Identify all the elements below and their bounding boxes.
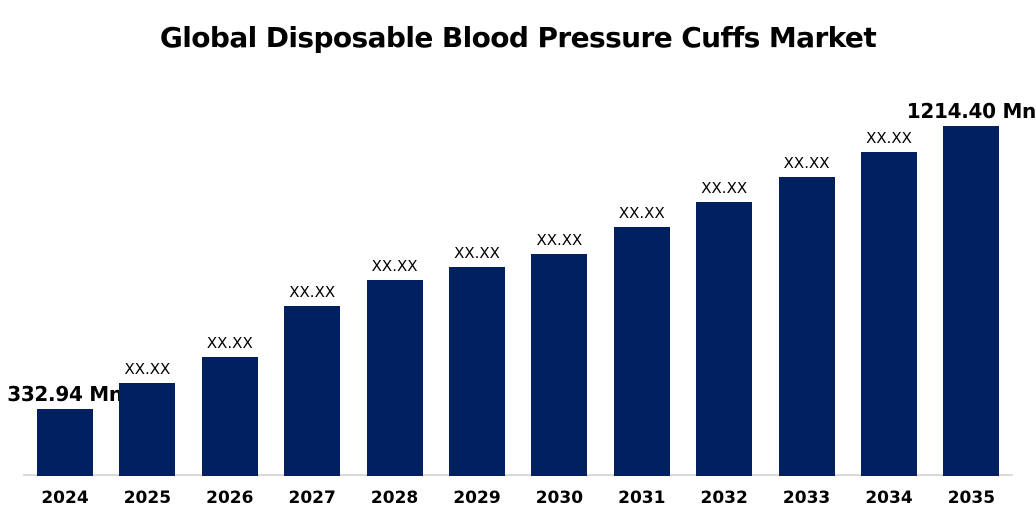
bar-2025 <box>119 383 176 476</box>
x-axis-tick-label-2027: 2027 <box>288 488 336 508</box>
x-axis-tick-label-2035: 2035 <box>947 488 996 508</box>
bar-value-label-2035: 1214.40 Mn <box>906 99 1036 123</box>
x-axis-tick-label-2034: 2034 <box>865 488 913 508</box>
bar-2027 <box>284 306 341 476</box>
x-axis-tick-label-2025: 2025 <box>123 488 172 508</box>
bar-value-label-2029: XX.XX <box>454 244 500 262</box>
bar-2030 <box>531 254 588 476</box>
bar-2029 <box>449 267 505 476</box>
bar-2034 <box>861 152 917 476</box>
x-axis-line <box>23 474 1013 476</box>
bar-value-label-2026: XX.XX <box>206 334 253 352</box>
bar-value-label-2025: XX.XX <box>124 360 171 378</box>
bar-2033 <box>778 177 835 476</box>
x-axis-tick-label-2031: 2031 <box>618 488 666 508</box>
x-axis-tick-label-2028: 2028 <box>370 488 419 508</box>
chart-title: Global Disposable Blood Pressure Cuffs M… <box>159 21 877 54</box>
x-axis-tick-label-2026: 2026 <box>206 488 254 508</box>
x-axis-tick-label-2033: 2033 <box>782 488 831 508</box>
bar-value-label-2031: XX.XX <box>618 204 665 222</box>
bar-2032 <box>696 202 753 476</box>
bar-value-label-2027: XX.XX <box>289 283 336 301</box>
x-axis-tick-label-2029: 2029 <box>453 488 501 508</box>
bar-2031 <box>613 227 670 476</box>
x-axis-tick-label-2030: 2030 <box>535 488 584 508</box>
bar-2035 <box>943 126 1000 476</box>
bar-value-label-2032: XX.XX <box>701 179 748 197</box>
bar-2026 <box>201 357 258 476</box>
bar-value-label-2033: XX.XX <box>783 154 830 172</box>
bar-value-label-2030: XX.XX <box>536 231 583 249</box>
bar-2024 <box>37 409 93 476</box>
bar-value-label-2024: 332.94 Mn <box>7 382 123 406</box>
bar-2028 <box>366 280 423 476</box>
bar-value-label-2034: XX.XX <box>866 129 912 147</box>
bar-value-label-2028: XX.XX <box>371 257 418 275</box>
x-axis-tick-label-2032: 2032 <box>700 488 748 508</box>
x-axis-tick-label-2024: 2024 <box>41 488 89 508</box>
